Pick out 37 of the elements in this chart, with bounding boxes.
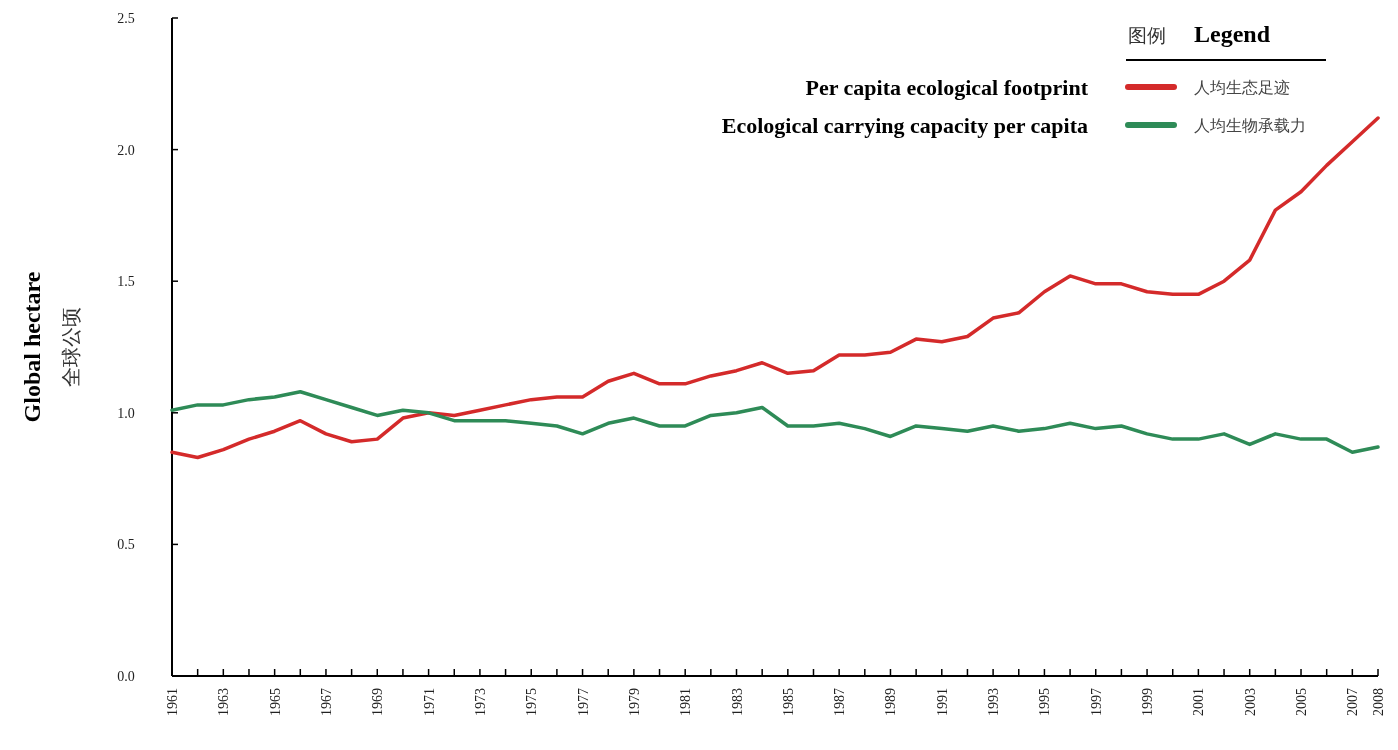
x-tick-label: 1981 xyxy=(678,688,694,716)
x-tick-label: 1979 xyxy=(626,688,642,716)
y-tick-label: 1.0 xyxy=(117,405,135,421)
x-tick-label: 1967 xyxy=(318,688,334,716)
x-tick-label: 2001 xyxy=(1191,688,1207,716)
x-tick-label: 1963 xyxy=(216,688,232,716)
x-tick-label: 1965 xyxy=(267,688,283,716)
x-tick-label: 1993 xyxy=(986,688,1002,716)
x-tick-label: 2003 xyxy=(1242,688,1258,716)
annotation: Per capita ecological footprint xyxy=(805,75,1089,100)
x-tick-label: 1969 xyxy=(370,688,386,716)
x-tick-label: 1989 xyxy=(883,688,899,716)
x-tick-label: 1991 xyxy=(934,688,950,716)
x-tick-label: 1997 xyxy=(1088,688,1104,716)
x-tick-label: 2007 xyxy=(1345,688,1361,716)
annotation: Ecological carrying capacity per capita xyxy=(721,113,1088,138)
y-axis-title: Global hectare 全球公顷 xyxy=(19,271,82,423)
x-tick-label: 1975 xyxy=(524,688,540,716)
x-tick-label: 2008 xyxy=(1371,688,1386,716)
x-tick-label: 1985 xyxy=(780,688,796,716)
x-tick-label: 1995 xyxy=(1037,688,1053,716)
x-tick-label: 1999 xyxy=(1140,688,1156,716)
y-tick-label: 2.5 xyxy=(117,11,135,26)
x-tick-label: 2005 xyxy=(1294,688,1310,716)
x-tick-label: 1961 xyxy=(165,688,180,716)
y-tick-label: 2.0 xyxy=(117,142,135,158)
legend-label: 人均生物承载力 xyxy=(1194,117,1306,134)
x-tick-label: 1971 xyxy=(421,688,437,716)
y-tick-label: 0.5 xyxy=(117,537,135,553)
y-tick-label: 1.5 xyxy=(117,274,135,290)
x-tick-label: 1987 xyxy=(832,688,848,716)
x-tick-label: 1973 xyxy=(472,688,488,716)
text: 图例 Legend xyxy=(1128,21,1271,47)
legend-label: 人均生态足迹 xyxy=(1194,79,1290,96)
y-tick-label: 0.0 xyxy=(117,669,135,684)
x-tick-label: 1983 xyxy=(729,688,745,716)
x-tick-label: 1977 xyxy=(575,688,591,716)
